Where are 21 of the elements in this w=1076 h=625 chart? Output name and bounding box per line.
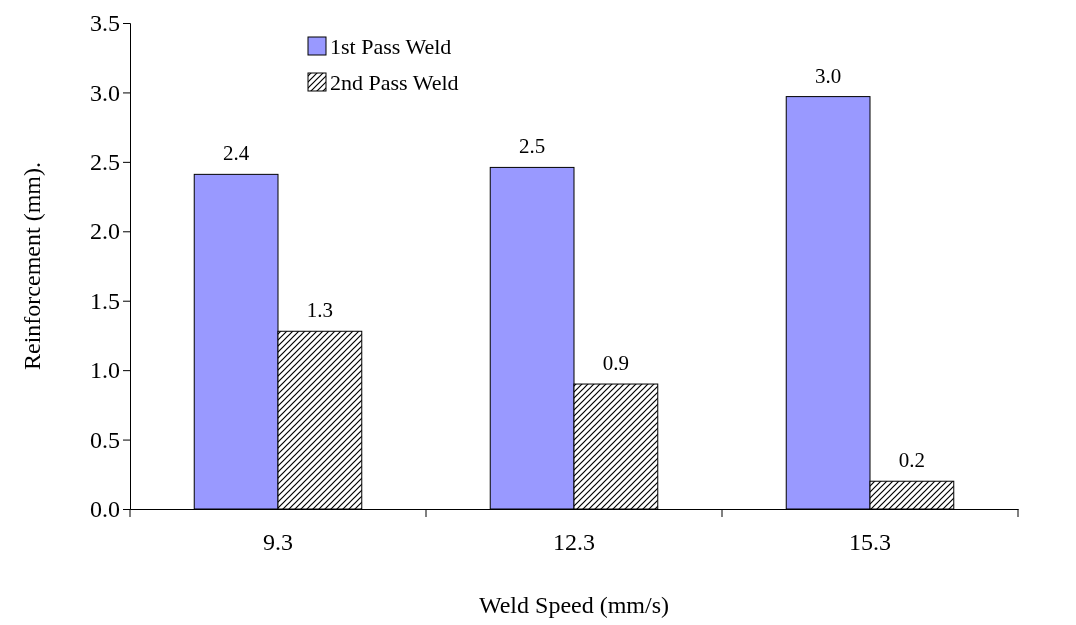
x-tick-label: 9.3 <box>263 529 293 556</box>
data-label: 0.2 <box>898 448 926 473</box>
legend-label: 2nd Pass Weld <box>330 70 459 95</box>
y-tick-label: 2.0 <box>90 218 120 245</box>
data-label: 1.3 <box>306 298 334 323</box>
y-tick-label: 1.5 <box>90 287 120 314</box>
x-tick-label: 12.3 <box>553 529 595 556</box>
data-label: 3.0 <box>814 63 842 88</box>
y-tick-label: 3.0 <box>90 79 120 106</box>
data-label: 2.5 <box>518 134 546 159</box>
y-axis-title: Reinforcement (mm). <box>19 162 45 370</box>
y-tick-label: 1.0 <box>90 357 120 384</box>
legend-label: 1st Pass Weld <box>330 34 452 59</box>
y-tick-label: 3.5 <box>90 10 120 37</box>
y-tick-label: 2.5 <box>90 149 120 176</box>
x-axis-title: Weld Speed (mm/s) <box>478 592 670 618</box>
data-label: 2.4 <box>222 141 250 166</box>
y-tick-label: 0.0 <box>90 496 120 523</box>
data-label: 0.9 <box>602 351 630 376</box>
x-tick-label: 15.3 <box>849 529 891 556</box>
y-tick-label: 0.5 <box>90 426 120 453</box>
